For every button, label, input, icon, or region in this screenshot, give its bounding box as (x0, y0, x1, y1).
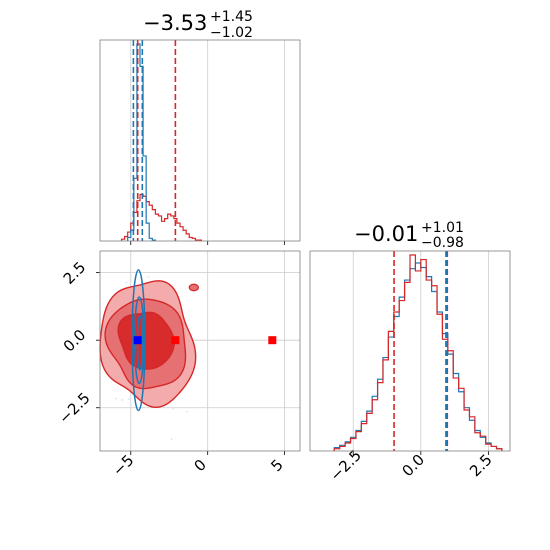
joint-sample-point (170, 438, 173, 441)
joint-blue-contour-0 (131, 269, 146, 412)
hist2-frame (309, 250, 511, 452)
hist1-series-blue (127, 43, 156, 241)
title-parameter-1-median: −3.53 (143, 11, 207, 35)
title-parameter-1-lower-error: −1.02 (210, 25, 253, 41)
joint-tick-label-y-2: 2.5 (60, 258, 90, 288)
joint-sample-point (147, 275, 150, 278)
joint-contour-plot: −5 0 5 −2.5 0.0 2.5 (55, 250, 301, 480)
joint-sample-point (186, 410, 189, 413)
hist2-tick-label-x-1: 0.0 (398, 451, 428, 481)
marginal-histogram-parameter-1 (99, 39, 301, 245)
title-parameter-2-median: −0.01 (354, 222, 418, 246)
joint-sample-point (121, 399, 124, 401)
joint-tick-label-x-0: −5 (109, 451, 137, 479)
joint-marker-1 (171, 336, 180, 345)
joint-tick-label-x-2: 5 (267, 456, 286, 475)
hist1-frame (99, 39, 301, 242)
joint-tick-label-y-1: 0.0 (60, 326, 90, 356)
hist2-series-blue (333, 262, 503, 451)
title-parameter-2-lower-error: −0.98 (421, 235, 464, 251)
joint-marker-0 (133, 336, 142, 345)
joint-tick-label-x-1: 0 (190, 456, 209, 475)
joint-marker-2 (268, 336, 277, 345)
hist2-tick-label-x-2: 2.5 (466, 451, 496, 481)
hist2-series-red (333, 254, 503, 451)
joint-red-contour-island (188, 283, 200, 292)
title-parameter-1-upper-error: +1.45 (210, 9, 253, 25)
joint-frame (99, 250, 301, 452)
joint-tick-label-y-0: −2.5 (55, 389, 93, 427)
hist2-tick-label-x-0: −2.5 (326, 446, 364, 484)
joint-sample-point (115, 397, 118, 400)
joint-sample-point (172, 408, 175, 410)
title-parameter-2-upper-error: +1.01 (421, 220, 464, 236)
joint-sample-point (127, 398, 130, 400)
joint-sample-point (125, 281, 128, 284)
marginal-histogram-parameter-2: −2.5 0.0 2.5 (309, 250, 511, 485)
